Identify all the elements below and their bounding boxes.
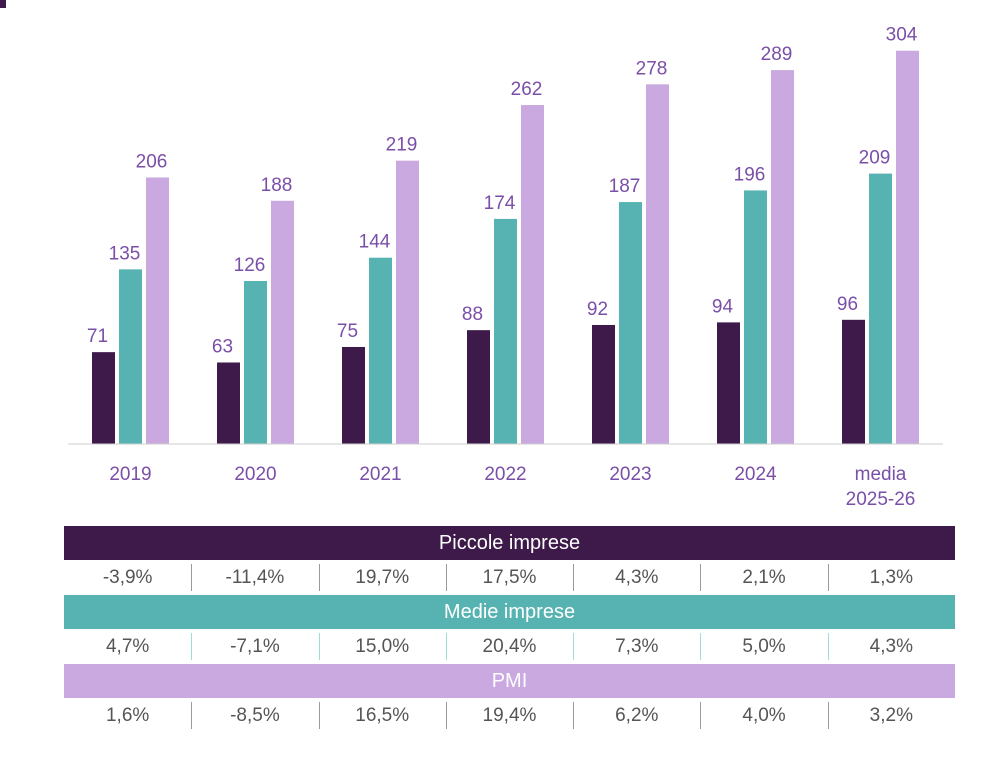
data-label: 75 [337,321,358,342]
bar-chart: 71 135 206 63 126 188 75 144 219 88 174 262 92 187 278… [68,25,943,510]
data-label: 188 [261,175,293,196]
bar [646,84,669,445]
row-piccole-imprese: -3,9% -11,4% 19,7% 17,5% 4,3% 2,1% 1,3% [64,560,955,595]
bar [92,352,115,444]
table-cell: 20,4% [445,629,573,664]
growth-tables: Piccole imprese -3,9% -11,4% 19,7% 17,5%… [64,526,955,733]
data-label: 304 [886,25,918,46]
table-cell: 19,4% [445,698,573,733]
data-label: 206 [136,151,168,172]
bar [896,50,919,444]
bar [119,269,142,444]
bar [592,324,615,444]
table-cell: 4,3% [827,629,955,664]
data-label: 262 [511,79,543,100]
table-cell: 7,3% [573,629,700,664]
bar [494,218,517,444]
table-cell: 4,7% [105,636,150,657]
bar [842,319,865,444]
table-cell: -8,5% [191,698,318,733]
data-label: 96 [837,294,858,315]
tick-label: media [855,464,907,485]
row-pmi: 1,6% -8,5% 16,5% 19,4% 6,2% 4,0% 3,2% [64,698,955,733]
data-label: 63 [212,336,233,357]
tick-label: 2020 [234,464,276,485]
table-cell: 19,7% [318,560,446,595]
bar [619,202,642,444]
data-label: 219 [386,135,418,156]
band-piccole-imprese: Piccole imprese [64,526,955,560]
data-label: 278 [636,58,668,79]
tick-label: 2019 [109,464,151,485]
table-cell: -11,4% [191,560,318,595]
data-label: 71 [87,326,108,347]
tick-label: 2022 [484,464,526,485]
bar [244,280,267,444]
table-cell: 16,5% [318,698,446,733]
bar [396,160,419,444]
table-cell: -7,1% [191,629,318,664]
data-label: 289 [761,44,793,65]
band-pmi: PMI [64,664,955,698]
data-label: 144 [359,232,391,253]
data-label: 94 [712,296,734,317]
table-cell: 1,3% [827,560,955,595]
data-label: 209 [859,148,891,169]
tick-label: 2024 [734,464,777,485]
table-cell: 5,0% [700,629,827,664]
bar [521,105,544,444]
bar [146,177,169,445]
row-medie-imprese: 4,7% -7,1% 15,0% 20,4% 7,3% 5,0% 4,3% [64,629,955,664]
bar [217,362,240,444]
bar-group [92,50,919,445]
table-cell: 4,3% [573,560,700,595]
bar [467,330,490,444]
table-cell: 3,2% [827,698,955,733]
tick-label: 2025-26 [846,489,916,510]
data-label: 174 [484,193,516,214]
bar [342,346,365,444]
category-labels: 2019 2020 2021 2022 2023 2024 media 2025-26 [109,464,915,510]
data-label: 92 [587,299,608,320]
data-label: 135 [109,243,141,264]
data-label: 88 [462,304,483,325]
tick-label: 2023 [609,464,651,485]
table-cell: 17,5% [445,560,573,595]
table-cell: 1,6% [105,705,150,726]
table-cell: 6,2% [573,698,700,733]
band-medie-imprese: Medie imprese [64,595,955,629]
data-label: 187 [609,176,641,197]
bar [869,173,892,444]
table-cell: 2,1% [700,560,827,595]
bar [369,257,392,444]
table-cell: 4,0% [700,698,827,733]
tick-label: 2021 [359,464,401,485]
data-label: 126 [234,255,266,276]
data-label: 196 [734,164,766,185]
bar [271,200,294,444]
table-cell: -3,9% [102,567,153,588]
bar [744,190,767,444]
bar [771,70,794,444]
title-fragment [0,0,6,8]
table-cell: 15,0% [318,629,446,664]
value-labels: 71 135 206 63 126 188 75 144 219 88 174 262 92 187 278… [87,25,918,358]
bar [717,322,740,444]
